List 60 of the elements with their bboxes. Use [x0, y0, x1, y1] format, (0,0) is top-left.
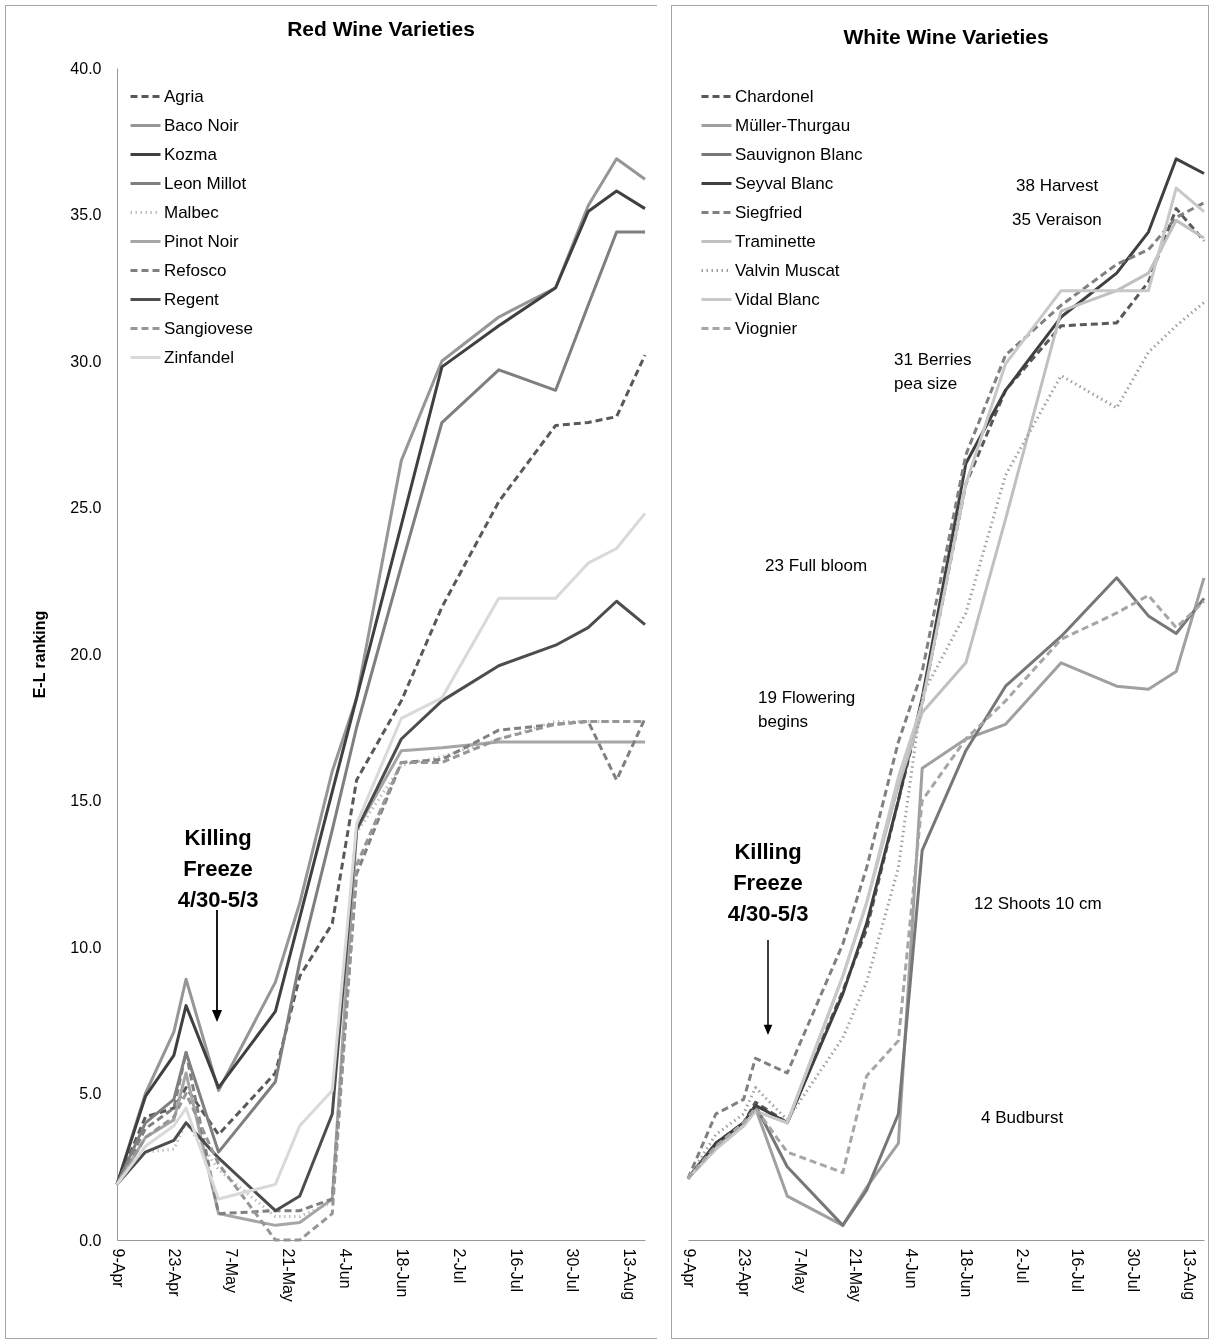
legend-label: Müller-Thurgau — [735, 115, 851, 135]
y-tick-label: 20.0 — [70, 645, 102, 663]
chart-title: Red Wine Varieties — [287, 17, 475, 40]
y-tick-label: 35.0 — [70, 206, 102, 223]
x-tick-label: 2-Jul — [1013, 1248, 1031, 1284]
annotation: 31 Berries pea size — [894, 350, 972, 393]
annotation: Killing Freeze 4/30-5/3 — [177, 825, 259, 912]
x-tick-label: 23-Apr — [166, 1248, 184, 1298]
y-tick-label: 15.0 — [70, 792, 102, 809]
annotation: 23 Full bloom — [765, 556, 868, 575]
y-tick-label: 10.0 — [70, 938, 102, 956]
x-tick-label: 16-Jul — [507, 1248, 525, 1293]
x-tick-label: 13-Aug — [621, 1248, 639, 1301]
x-tick-label: 30-Jul — [1125, 1248, 1143, 1293]
legend-label: Baco Noir — [164, 115, 239, 135]
legend-label: Malbec — [164, 202, 220, 222]
y-tick-label: 25.0 — [70, 499, 102, 516]
legend-label: Kozma — [164, 144, 218, 164]
legend-label: Leon Millot — [164, 173, 247, 193]
x-tick-label: 30-Jul — [564, 1248, 582, 1293]
x-tick-label: 9-Apr — [680, 1248, 698, 1289]
y-tick-label: 30.0 — [70, 352, 102, 370]
legend-label: Traminette — [735, 231, 816, 251]
legend-label: Viognier — [735, 318, 798, 338]
annotation: 4 Budburst — [981, 1108, 1064, 1127]
annotation: 38 Harvest — [1016, 176, 1099, 195]
x-tick-label: 7-May — [223, 1248, 241, 1293]
annotation: 19 Flowering begins — [758, 688, 856, 731]
annotation: 35 Veraison — [1012, 210, 1102, 229]
x-tick-label: 21-May — [847, 1248, 865, 1302]
y-tick-label: 5.0 — [79, 1085, 102, 1102]
legend-label: Vidal Blanc — [735, 289, 821, 309]
legend-label: Sangiovese — [164, 318, 253, 338]
y-tick-label: 0.0 — [79, 1231, 102, 1249]
x-tick-label: 16-Jul — [1069, 1248, 1087, 1293]
x-tick-label: 7-May — [791, 1248, 809, 1293]
legend-label: Sauvignon Blanc — [735, 144, 864, 164]
y-tick-label: 40.0 — [70, 59, 102, 77]
legend-label: Seyval Blanc — [735, 173, 834, 193]
legend-label: Siegfried — [735, 202, 803, 222]
legend-label: Chardonel — [735, 86, 814, 106]
legend-label: Refosco — [164, 260, 227, 280]
x-tick-label: 18-Jun — [958, 1248, 976, 1298]
x-tick-label: 4-Jun — [902, 1248, 920, 1289]
chart-title: White Wine Varieties — [843, 25, 1049, 48]
x-tick-label: 21-May — [280, 1248, 298, 1302]
x-tick-label: 13-Aug — [1180, 1248, 1198, 1301]
x-tick-label: 9-Apr — [109, 1248, 127, 1289]
legend-label: Pinot Noir — [164, 231, 239, 251]
x-tick-label: 23-Apr — [736, 1248, 754, 1298]
annotation: Killing Freeze 4/30-5/3 — [727, 839, 809, 926]
x-tick-label: 2-Jul — [450, 1248, 468, 1284]
y-axis-title: E-L ranking — [31, 610, 49, 699]
x-tick-label: 18-Jun — [393, 1248, 411, 1298]
legend-label: Regent — [164, 289, 220, 309]
annotation: 12 Shoots 10 cm — [974, 894, 1102, 913]
x-tick-label: 4-Jun — [336, 1248, 354, 1289]
legend-label: Agria — [164, 86, 205, 106]
legend-label: Zinfandel — [164, 347, 234, 367]
legend-label: Valvin Muscat — [735, 260, 840, 280]
